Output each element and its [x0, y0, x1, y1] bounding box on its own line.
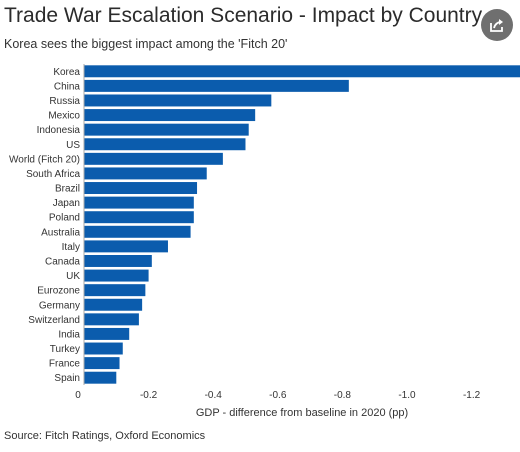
- bar-eurozone: [84, 284, 146, 297]
- bar-poland: [84, 211, 194, 224]
- bar-brazil: [84, 182, 198, 194]
- bar-uk: [84, 269, 149, 282]
- bar-korea: [84, 65, 520, 78]
- bar-japan: [84, 196, 194, 209]
- bar-france: [84, 357, 120, 370]
- bar-spain: [84, 371, 117, 384]
- category-label: Mexico: [48, 111, 80, 122]
- source-note: Source: Fitch Ratings, Oxford Economics: [4, 430, 206, 442]
- category-label: Spain: [54, 373, 80, 384]
- x-axis-ticks: 0 -0.2 -0.4 -0.6 -0.8 -1.0 -1.2: [75, 390, 480, 401]
- x-tick-label: -0.4: [205, 390, 223, 401]
- category-label: Russia: [49, 96, 80, 107]
- category-label: Italy: [62, 242, 80, 253]
- category-label: US: [66, 140, 80, 151]
- category-label: Indonesia: [37, 125, 81, 136]
- category-label: Poland: [49, 213, 80, 224]
- chart-title: Trade War Escalation Scenario - Impact b…: [4, 4, 483, 27]
- x-tick-label: -1.0: [398, 390, 416, 401]
- category-label: South Africa: [26, 169, 80, 180]
- bar-italy: [84, 240, 168, 253]
- x-tick-label: -0.8: [334, 390, 352, 401]
- bar-south-africa: [84, 167, 207, 180]
- category-label: India: [58, 329, 80, 340]
- category-label: Korea: [53, 67, 80, 78]
- category-label: UK: [66, 271, 80, 282]
- bar-germany: [84, 298, 143, 311]
- category-label: Switzerland: [28, 315, 80, 326]
- category-label: World (Fitch 20): [9, 154, 80, 165]
- category-label: Japan: [53, 198, 80, 209]
- category-label: Germany: [39, 300, 80, 311]
- chart-subtitle: Korea sees the biggest impact among the …: [4, 37, 288, 51]
- x-tick-label: -0.2: [140, 390, 158, 401]
- category-label: Canada: [45, 256, 80, 267]
- bar-turkey: [84, 342, 123, 355]
- x-axis-title: GDP - difference from baseline in 2020 (…: [196, 407, 408, 419]
- bar-australia: [84, 225, 191, 238]
- category-label: France: [49, 359, 81, 370]
- category-label: Australia: [41, 227, 80, 238]
- share-icon: [490, 19, 503, 32]
- category-label: Turkey: [50, 344, 80, 355]
- bar-indonesia: [84, 123, 249, 136]
- bar-canada: [84, 255, 152, 267]
- bar-mexico: [84, 109, 256, 122]
- category-label: Brazil: [55, 184, 80, 195]
- category-label: Eurozone: [37, 286, 80, 297]
- x-tick-label: -0.6: [269, 390, 287, 401]
- bars: [84, 65, 520, 384]
- x-tick-label: 0: [75, 390, 81, 401]
- x-tick-label: -1.2: [463, 390, 481, 401]
- bar-world-fitch-20: [84, 152, 223, 165]
- share-button[interactable]: [481, 9, 513, 41]
- category-label: China: [54, 81, 81, 92]
- bar-india: [84, 327, 130, 340]
- bar-switzerland: [84, 313, 139, 326]
- category-labels: Korea China Russia Mexico Indonesia US World (…: [9, 67, 80, 384]
- bar-us: [84, 138, 246, 151]
- bar-russia: [84, 94, 272, 107]
- bar-china: [84, 79, 349, 92]
